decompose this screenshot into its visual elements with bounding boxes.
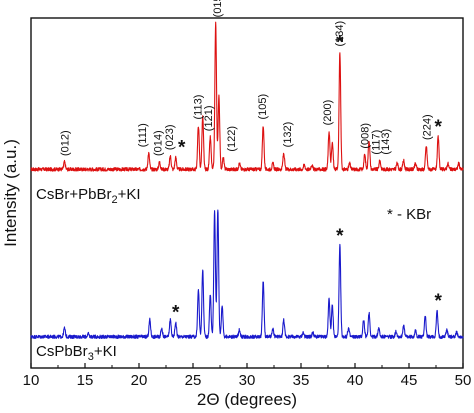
peak-index-label: (122) [226, 126, 238, 152]
x-tick-label: 10 [23, 372, 40, 389]
peak-index-label: (117) [370, 130, 382, 155]
x-tick-label: 35 [293, 372, 310, 389]
series-label-blue: CsPbBr3+KI [36, 343, 117, 363]
peak-index-label: (134) [334, 21, 346, 47]
peak-index-label: (023) [164, 124, 176, 150]
x-tick-label: 20 [131, 372, 148, 389]
series-line-blue [30, 209, 464, 339]
peak-index-label: (111) [137, 123, 149, 147]
series-line-red [30, 21, 464, 172]
x-tick-label: 15 [77, 372, 94, 389]
x-ticks: 10 15 20 25 30 35 40 45 50 [23, 363, 472, 389]
plot-layer: (012) (111) (014) (023) (113)(121) (015) (122)… [30, 0, 464, 339]
x-tick-label: 30 [239, 372, 256, 389]
kbr-star: * [178, 138, 186, 159]
kbr-star: * [434, 291, 442, 312]
series-label-blue-main: CsPbBr [36, 343, 88, 360]
peak-index-label: (012) [60, 130, 72, 156]
peak-index-label: (121) [203, 105, 215, 131]
y-axis-title: Intensity (a.u.) [1, 139, 20, 247]
series-label-red-tail: +KI [118, 186, 141, 203]
kbr-star: * [434, 117, 442, 138]
series-label-red-main: CsBr+PbBr [36, 186, 111, 203]
kbr-star: * [336, 33, 344, 54]
series-label-red: CsBr+PbBr2+KI [36, 186, 141, 206]
peak-index-label: (143) [380, 129, 392, 155]
peak-index-label: (132) [282, 122, 294, 148]
series-label-blue-sub: 3 [88, 351, 94, 363]
x-tick-label: 50 [455, 372, 472, 389]
x-tick-label: 40 [347, 372, 364, 389]
kbr-legend: * - KBr [387, 206, 431, 223]
peak-index-label: (113) [192, 95, 204, 120]
x-tick-label: 45 [401, 372, 418, 389]
kbr-star: * [172, 303, 180, 324]
peak-index-label: (224) [421, 114, 433, 140]
peak-index-label: (014) [152, 130, 164, 156]
series-label-red-sub: 2 [111, 194, 117, 206]
series-label-blue-tail: +KI [94, 343, 117, 360]
x-axis-title: 2Θ (degrees) [197, 390, 297, 409]
kbr-star: * [336, 226, 344, 247]
peak-index-label: (008) [360, 123, 372, 149]
peak-index-label: (015) [212, 0, 224, 17]
peak-index-label: (105) [257, 94, 269, 120]
peak-index-label: (200) [322, 100, 334, 126]
x-tick-label: 25 [185, 372, 202, 389]
